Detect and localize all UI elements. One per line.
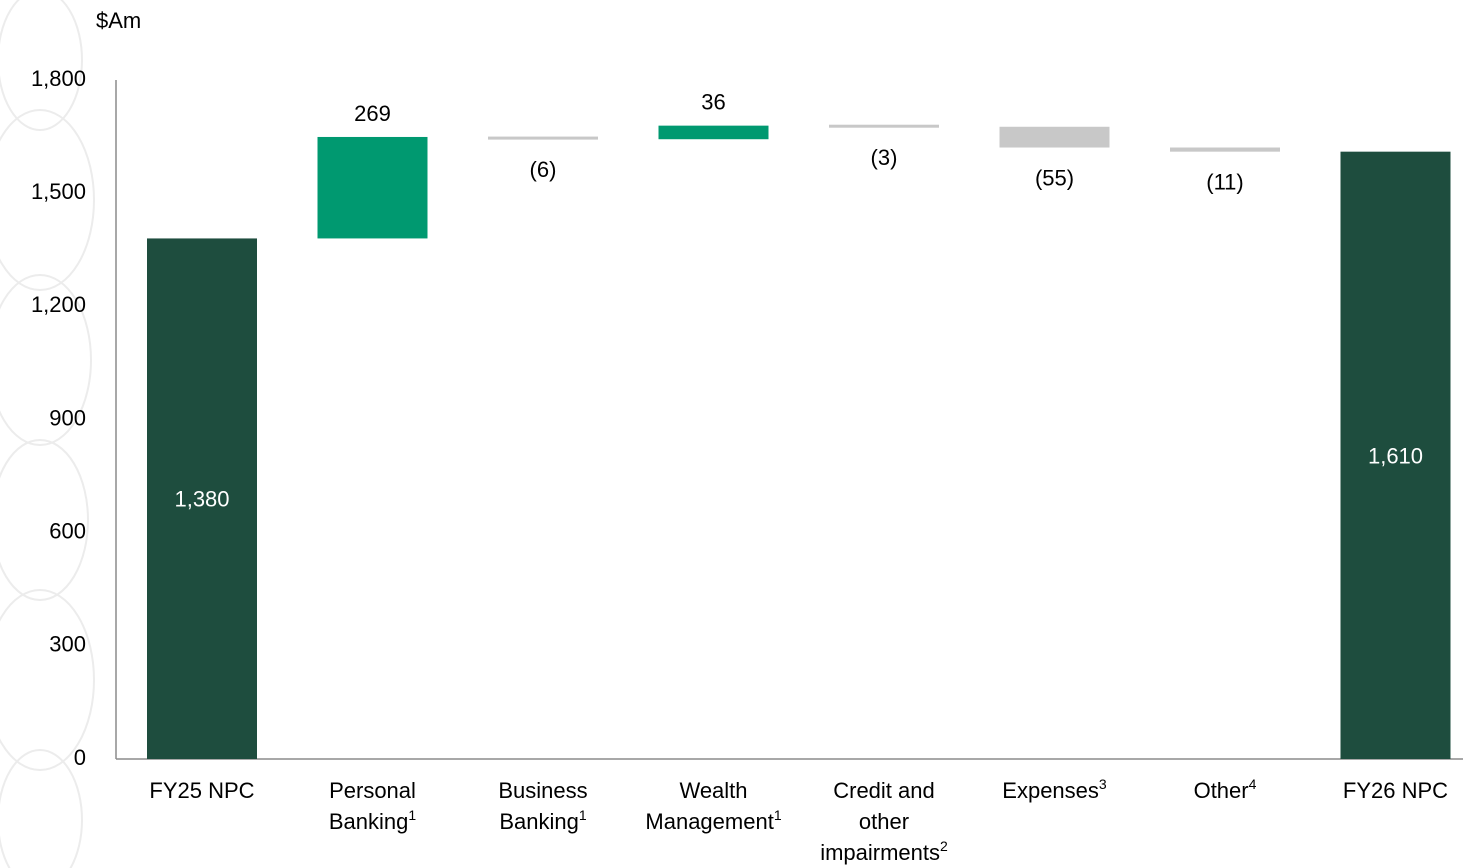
y-axis-ticks: 0 300 600 900 1,200 1,500 1,800 (31, 66, 86, 770)
y-tick-label: 900 (49, 405, 86, 430)
total-bar (1340, 151, 1451, 759)
decrease-bar (1170, 147, 1280, 152)
footnote-marker: 2 (940, 838, 948, 854)
y-tick-label: 0 (74, 745, 86, 770)
increase-bar (317, 136, 428, 239)
watermark-stroke (0, 274, 92, 446)
category-label: FY26 NPC (1343, 778, 1448, 803)
unit-label: $Am (96, 8, 141, 33)
category-label: other (859, 809, 909, 834)
value-label: 269 (354, 101, 391, 126)
category-labels: FY25 NPC Personal Banking1 Business Banking1… (149, 776, 1448, 865)
footnote-marker: 1 (774, 807, 782, 823)
y-tick-label: 1,200 (31, 292, 86, 317)
y-tick-label: 300 (49, 632, 86, 657)
category-label: Management1 (645, 807, 781, 834)
footnote-marker: 1 (579, 807, 587, 823)
value-label: (3) (871, 145, 898, 170)
total-bar (147, 238, 257, 759)
increase-bar (658, 125, 769, 140)
decrease-bar (829, 124, 939, 128)
watermark-stroke (0, 0, 83, 131)
category-label: Banking1 (499, 807, 587, 834)
footnote-marker: 4 (1249, 776, 1257, 792)
category-label: impairments2 (820, 838, 948, 865)
footnote-marker: 1 (408, 807, 416, 823)
decrease-bar (488, 136, 598, 140)
bars (147, 124, 1451, 759)
watermark-stroke (0, 749, 83, 868)
value-label: 36 (701, 90, 725, 115)
category-label: Business (498, 778, 587, 803)
category-label: Banking1 (329, 807, 417, 834)
category-label: FY25 NPC (149, 778, 254, 803)
category-label: Other4 (1194, 776, 1257, 803)
category-label: Personal (329, 778, 416, 803)
watermark (0, 0, 95, 868)
watermark-stroke (0, 109, 95, 291)
value-label: (6) (530, 157, 557, 182)
value-label: 1,610 (1368, 443, 1423, 468)
value-label: (55) (1035, 166, 1074, 191)
value-labels: 1,380 269 (6) 36 (3) (55) (11) 1,610 (174, 90, 1423, 512)
y-tick-label: 600 (49, 518, 86, 543)
footnote-marker: 3 (1099, 776, 1107, 792)
watermark-stroke (0, 439, 89, 601)
y-tick-label: 1,500 (31, 179, 86, 204)
y-tick-label: 1,800 (31, 66, 86, 91)
decrease-bar (999, 126, 1110, 148)
value-label: 1,380 (174, 487, 229, 512)
category-label: Wealth (679, 778, 747, 803)
category-label: Credit and (833, 778, 935, 803)
category-label: Expenses3 (1002, 776, 1107, 803)
watermark-stroke (0, 589, 95, 771)
value-label: (11) (1206, 170, 1244, 195)
